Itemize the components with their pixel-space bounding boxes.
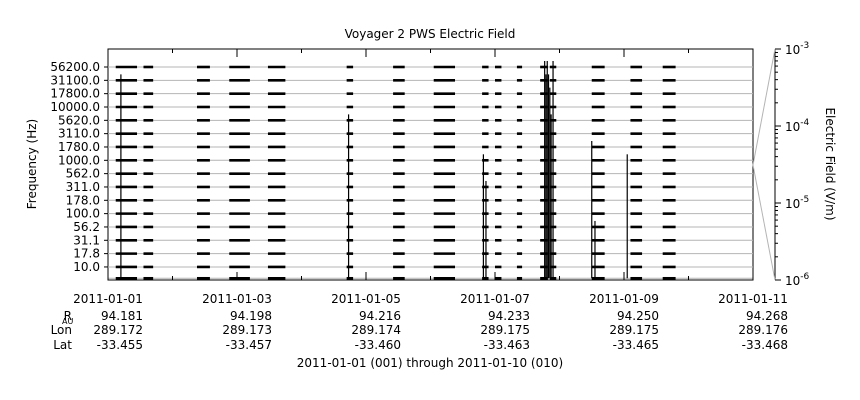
colorbar-guide-top xyxy=(752,48,776,166)
y-tick-label-8: 562.0 xyxy=(66,167,100,181)
ephem-lat-value-4: -33.465 xyxy=(613,338,659,352)
x-tick-label-3: 2011-01-07 xyxy=(460,292,530,306)
ephem-r-value-1: 94.198 xyxy=(230,309,272,323)
y-tick-label-9: 311.0 xyxy=(66,180,100,194)
ephem-r-sub-label: AU xyxy=(62,317,73,326)
y-tick-label-0: 56200.0 xyxy=(50,60,100,74)
x-axis-ticks: 2011-01-01 2011-01-03 2011-01-05 2011-01-07… xyxy=(73,49,788,306)
colorbar-tick-label-3: 10-6 xyxy=(785,272,810,288)
x-tick-label-2: 2011-01-05 xyxy=(331,292,401,306)
ephem-r-value-0: 94.181 xyxy=(101,309,143,323)
x-tick-label-1: 2011-01-03 xyxy=(202,292,272,306)
ephemeris-table: RAULonLat94.181289.172-33.45594.198289.1… xyxy=(51,309,788,352)
y-tick-label-7: 1000.0 xyxy=(58,153,100,167)
data-traces xyxy=(115,61,676,280)
colorbar-guide-bottom xyxy=(752,164,776,281)
x-tick-label-5: 2011-01-11 xyxy=(718,292,788,306)
ephem-lat-value-3: -33.463 xyxy=(484,338,530,352)
y-tick-label-2: 17800.0 xyxy=(50,87,100,101)
ephem-r-value-5: 94.268 xyxy=(746,309,788,323)
ephem-lon-value-1: 289.173 xyxy=(222,323,272,337)
ephem-lon-value-2: 289.174 xyxy=(351,323,401,337)
x-tick-label-0: 2011-01-01 xyxy=(73,292,143,306)
ephem-lat-value-1: -33.457 xyxy=(226,338,272,352)
y-tick-label-14: 17.8 xyxy=(73,247,100,261)
ephem-lon-value-5: 289.176 xyxy=(738,323,788,337)
chart-title: Voyager 2 PWS Electric Field xyxy=(345,27,516,41)
y-tick-label-5: 3110.0 xyxy=(58,127,100,141)
y-axis-label: Frequency (Hz) xyxy=(25,119,39,210)
ephem-r-value-4: 94.250 xyxy=(617,309,659,323)
colorbar-tick-label-0: 10-3 xyxy=(785,41,809,57)
colorbar-tick-label-1: 10-4 xyxy=(785,118,810,134)
y-tick-label-1: 31100.0 xyxy=(50,73,100,87)
colorbar-axis: 10-3 10-4 10-5 10-6 xyxy=(752,41,810,288)
y-tick-label-12: 56.2 xyxy=(73,220,100,234)
ephem-lon-value-0: 289.172 xyxy=(93,323,143,337)
ephem-lat-value-5: -33.468 xyxy=(742,338,788,352)
x-axis-label: 2011-01-01 (001) through 2011-01-10 (010… xyxy=(297,356,563,370)
colorbar-tick-label-2: 10-5 xyxy=(785,195,809,211)
y-tick-label-13: 31.1 xyxy=(73,233,100,247)
y-tick-label-10: 178.0 xyxy=(66,193,100,207)
x-tick-label-4: 2011-01-09 xyxy=(589,292,659,306)
y-tick-label-6: 1780.0 xyxy=(58,140,100,154)
y-tick-label-15: 10.0 xyxy=(73,260,100,274)
y-tick-label-3: 10000.0 xyxy=(50,100,100,114)
ephem-lat-label: Lat xyxy=(53,338,72,352)
ephem-r-label: R xyxy=(64,309,72,323)
ephem-lat-value-2: -33.460 xyxy=(355,338,401,352)
ephem-lat-value-0: -33.455 xyxy=(97,338,143,352)
ephem-lon-value-3: 289.175 xyxy=(480,323,530,337)
y-axis-ticks: 56200.031100.017800.010000.05620.03110.0… xyxy=(50,60,108,274)
ephem-lon-value-4: 289.175 xyxy=(609,323,659,337)
y-tick-label-11: 100.0 xyxy=(66,207,100,221)
ephem-r-value-2: 94.216 xyxy=(359,309,401,323)
colorbar-label: Electric Field (V/m) xyxy=(823,107,837,220)
y-tick-label-4: 5620.0 xyxy=(58,113,100,127)
ephem-lon-label: Lon xyxy=(51,323,72,337)
plot-frame xyxy=(107,48,754,281)
ephem-r-value-3: 94.233 xyxy=(488,309,530,323)
